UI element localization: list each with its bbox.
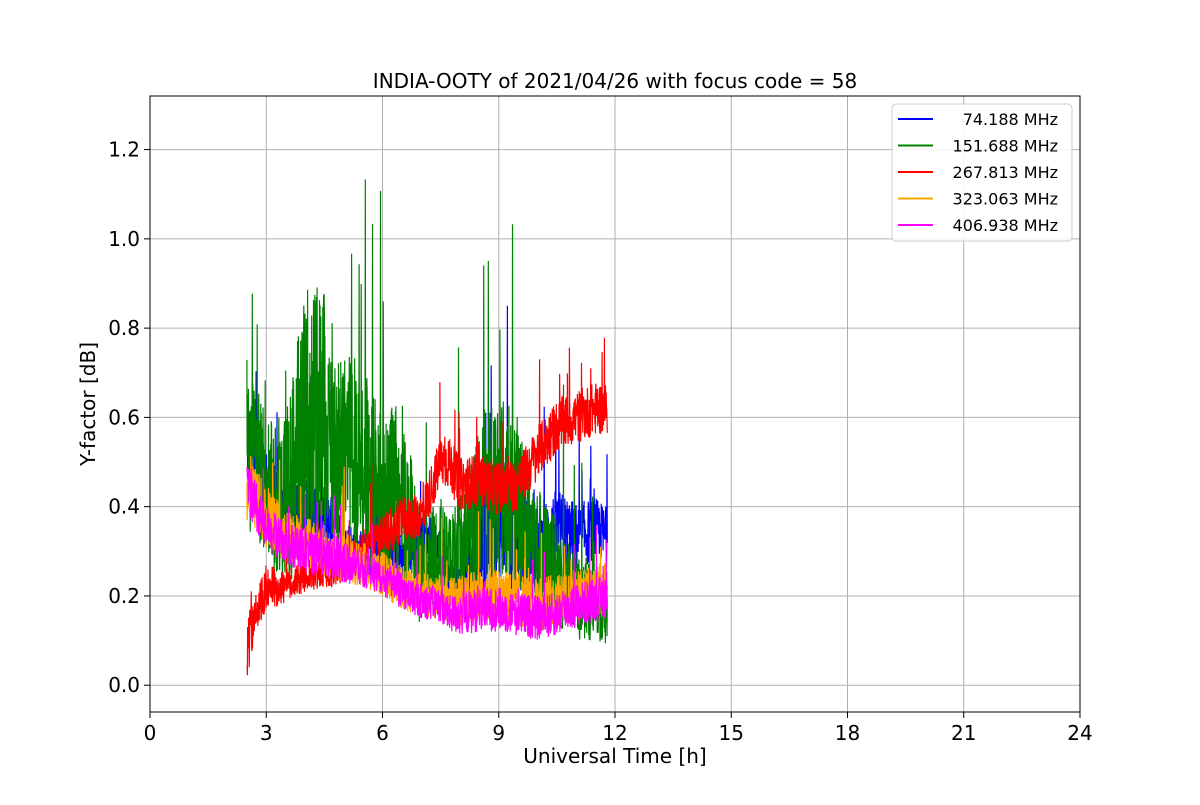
y-tick-label: 0.4 <box>108 495 140 519</box>
x-tick-label: 9 <box>492 721 505 745</box>
y-tick-label: 0.6 <box>108 405 140 429</box>
legend-label: 323.063 MHz <box>953 190 1058 209</box>
series-layer <box>246 179 608 676</box>
legend-entry: 406.938 MHz <box>898 216 1058 235</box>
legend-entry: 267.813 MHz <box>898 163 1058 182</box>
series-line <box>246 337 608 676</box>
legend-label: 267.813 MHz <box>953 163 1058 182</box>
y-tick-label: 0.0 <box>108 673 140 697</box>
x-tick-label: 18 <box>835 721 860 745</box>
y-tick-label: 0.8 <box>108 316 140 340</box>
legend-label: 406.938 MHz <box>953 216 1058 235</box>
chart-title: INDIA-OOTY of 2021/04/26 with focus code… <box>373 69 857 93</box>
x-tick-label: 15 <box>719 721 744 745</box>
y-tick-label: 1.0 <box>108 227 140 251</box>
x-tick-label: 21 <box>951 721 976 745</box>
x-tick-label: 3 <box>260 721 273 745</box>
x-tick-label: 6 <box>376 721 389 745</box>
x-tick-label: 12 <box>602 721 627 745</box>
x-tick-label: 24 <box>1067 721 1092 745</box>
legend-entry: 74.188 MHz <box>898 110 1058 129</box>
legend-entry: 323.063 MHz <box>898 190 1058 209</box>
series-line <box>246 467 608 640</box>
legend-frame <box>891 103 1073 242</box>
legend-entry: 151.688 MHz <box>898 137 1058 156</box>
x-axis-label: Universal Time [h] <box>523 744 706 768</box>
legend: 74.188 MHz 151.688 MHz 267.813 MHz 323.063 … <box>891 103 1073 242</box>
y-tick-label: 0.2 <box>108 584 140 608</box>
x-tick-label: 0 <box>144 721 157 745</box>
ticks-layer: 0 3 6 9 12 15 18 21 24 0.0 0.2 0.4 0.6 0.8 1.0 1.2 <box>108 138 1093 745</box>
legend-label: 74.188 MHz <box>963 110 1058 129</box>
y-axis-label: Y-factor [dB] <box>76 342 100 467</box>
y-tick-label: 1.2 <box>108 138 140 162</box>
legend-label: 151.688 MHz <box>953 137 1058 156</box>
